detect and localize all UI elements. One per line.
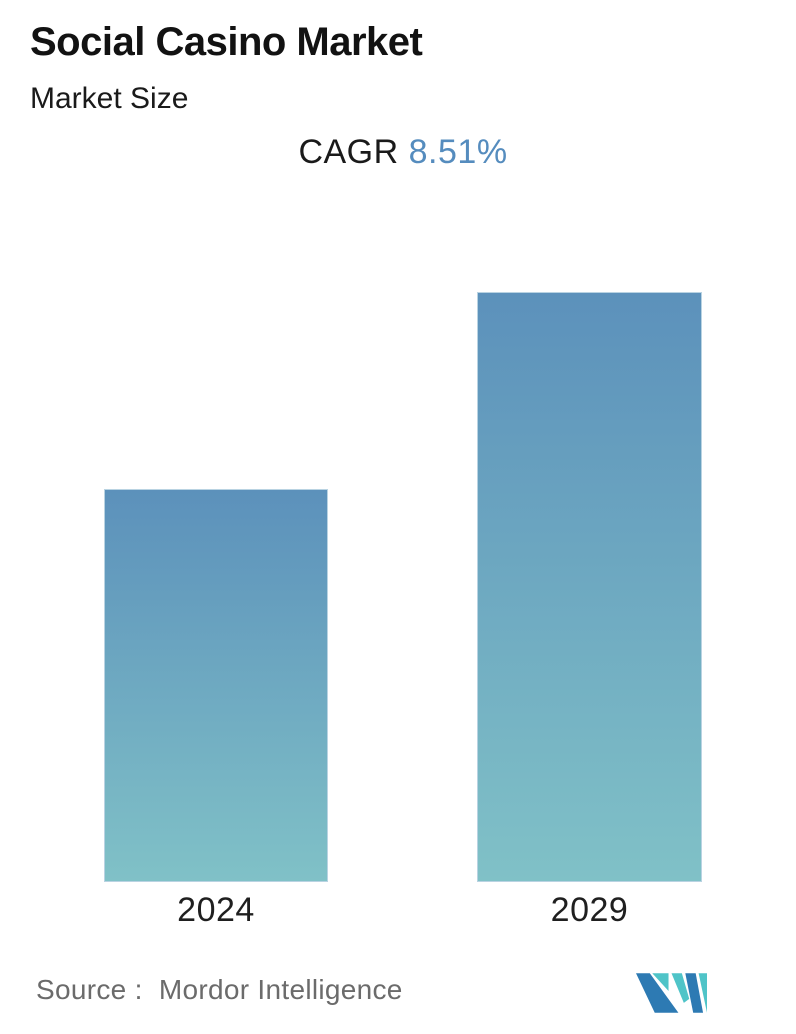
source-attribution: Source : Mordor Intelligence — [36, 974, 403, 1006]
logo-blue-bar — [685, 973, 704, 1013]
logo-teal-triangle-right — [698, 973, 707, 1013]
plot-area — [0, 170, 796, 882]
bar-2024 — [104, 489, 328, 882]
mordor-intelligence-logo — [636, 973, 707, 1013]
cagr-label: CAGR — [298, 133, 399, 171]
cagr-annotation: CAGR 8.51% — [104, 133, 702, 172]
x-axis-label-2024: 2024 — [177, 891, 255, 929]
x-axis-label-2029: 2029 — [550, 891, 629, 929]
source-label: Source : — [36, 974, 143, 1005]
logo-teal-triangle-mid — [652, 973, 669, 992]
source-value: Mordor Intelligence — [158, 974, 403, 1005]
bar-2029 — [477, 292, 702, 882]
page-title: Social Casino Market — [30, 20, 423, 64]
logo-teal-stroke — [671, 973, 690, 1003]
logo-main-diagonal — [636, 973, 679, 1013]
chart-subtitle: Market Size — [30, 82, 189, 115]
cagr-value: 8.51% — [408, 133, 508, 171]
